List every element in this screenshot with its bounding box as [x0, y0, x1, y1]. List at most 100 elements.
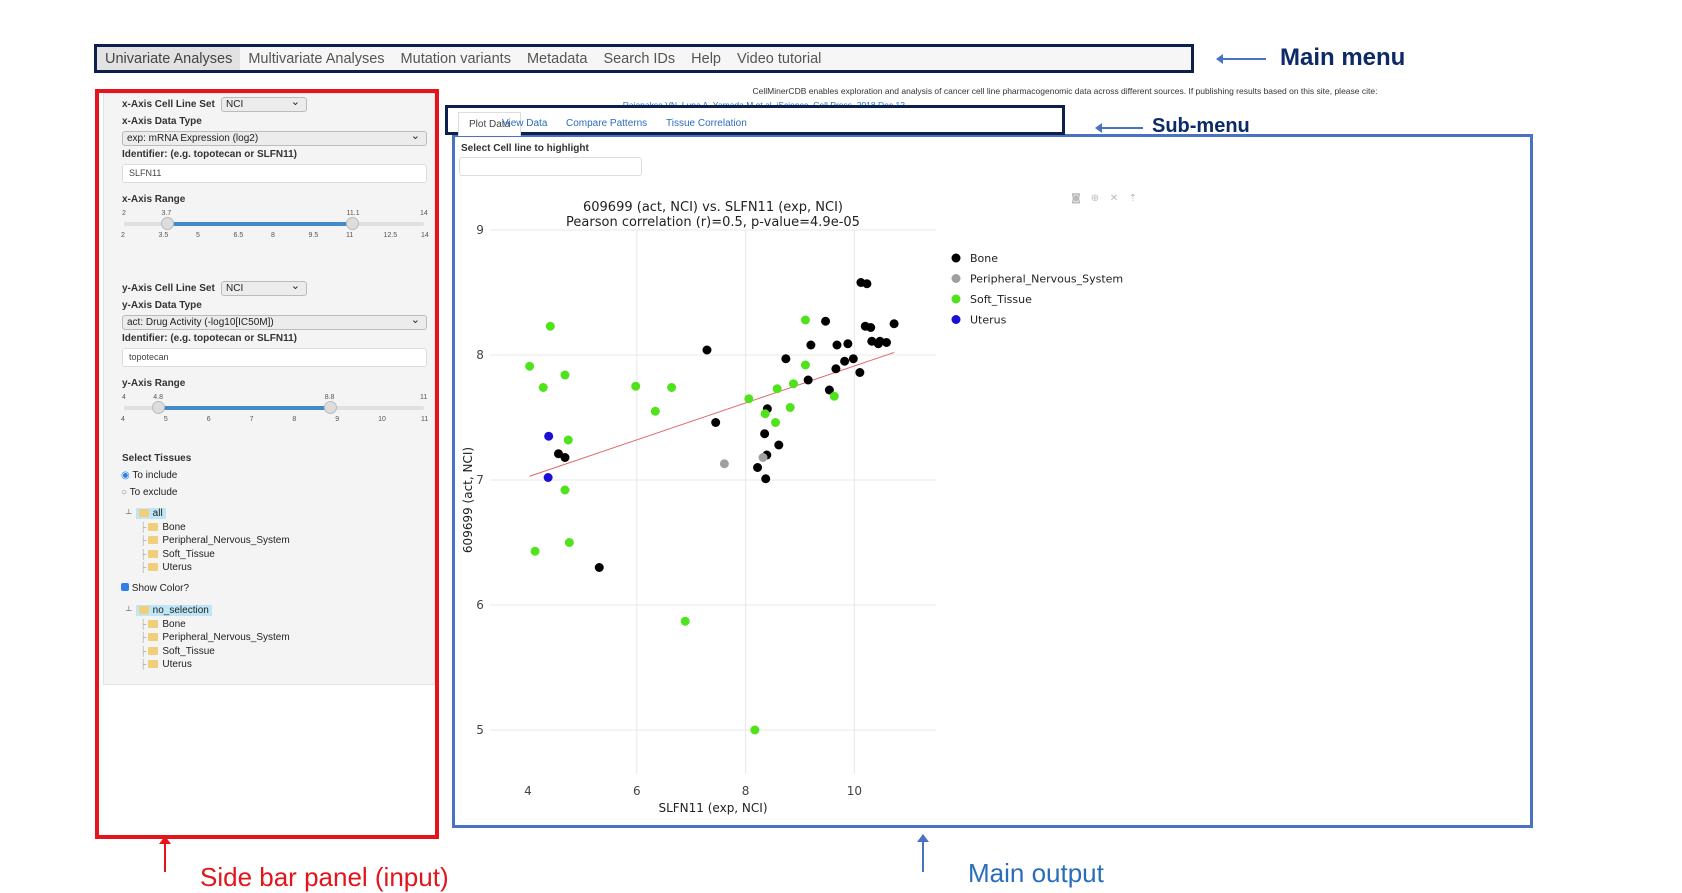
slider-low-handle[interactable]: [152, 401, 166, 414]
tab-compare-patterns[interactable]: Compare Patterns: [566, 118, 648, 129]
data-point-bone[interactable]: [781, 354, 791, 364]
menu-item-univariate-analyses[interactable]: Univariate Analyses: [97, 47, 241, 70]
pan-icon[interactable]: ⇡: [1129, 193, 1137, 204]
data-point-soft_tissue[interactable]: [631, 381, 641, 391]
legend-label[interactable]: Bone: [970, 252, 998, 265]
data-point-bone[interactable]: [889, 319, 899, 329]
menu-item-metadata[interactable]: Metadata: [526, 50, 588, 67]
camera-icon[interactable]: ◙: [1071, 193, 1081, 204]
data-point-soft_tissue[interactable]: [530, 546, 540, 556]
y-data-type-select[interactable]: act: Drug Activity (-log10[IC50M]): [122, 313, 427, 330]
data-point-peripheral_nervous_system[interactable]: [719, 459, 729, 469]
show-color-checkbox[interactable]: Show Color?: [121, 583, 189, 594]
highlight-input[interactable]: [459, 157, 642, 176]
tree-node[interactable]: ├ Peripheral_Nervous_System: [126, 632, 290, 646]
data-point-bone[interactable]: [711, 418, 721, 427]
data-point-soft_tissue[interactable]: [538, 383, 548, 392]
data-point-soft_tissue[interactable]: [785, 403, 795, 412]
data-point-bone[interactable]: [862, 279, 872, 289]
data-point-bone[interactable]: [702, 345, 712, 355]
data-point-bone[interactable]: [806, 340, 816, 350]
data-point-soft_tissue[interactable]: [788, 379, 798, 389]
tree-root[interactable]: ┴ no_selection: [126, 605, 290, 619]
x-cell-line-select[interactable]: NCI: [221, 95, 307, 112]
y-identifier-input[interactable]: topotecan: [122, 348, 427, 367]
exclude-radio[interactable]: ○ To exclude: [121, 487, 177, 498]
data-point-bone[interactable]: [848, 354, 858, 364]
slider-high-handle[interactable]: [323, 401, 337, 414]
data-point-bone[interactable]: [824, 385, 834, 395]
data-point-bone[interactable]: [560, 453, 570, 462]
data-point-soft_tissue[interactable]: [680, 616, 690, 626]
menu-item-video-tutorial[interactable]: Video tutorial: [737, 50, 822, 67]
data-point-soft_tissue[interactable]: [564, 538, 574, 547]
data-point-soft_tissue[interactable]: [772, 384, 782, 394]
folder-icon: [148, 619, 159, 628]
data-point-soft_tissue[interactable]: [800, 360, 810, 370]
data-point-soft_tissue[interactable]: [829, 391, 839, 401]
data-point-uterus[interactable]: [544, 431, 554, 441]
tab-tissue-correlation[interactable]: Tissue Correlation: [666, 118, 747, 129]
x-data-type-select[interactable]: exp: mRNA Expression (log2): [122, 129, 427, 146]
zoom-icon[interactable]: ⊕: [1091, 193, 1099, 204]
data-point-soft_tissue[interactable]: [750, 725, 760, 735]
autoscale-icon[interactable]: ✕: [1110, 193, 1118, 204]
data-point-soft_tissue[interactable]: [545, 321, 555, 331]
menu-item-mutation-variants[interactable]: Mutation variants: [400, 50, 511, 67]
data-point-bone[interactable]: [843, 339, 853, 349]
data-point-soft_tissue[interactable]: [667, 383, 677, 392]
slider-high-handle[interactable]: [345, 217, 359, 230]
data-point-bone[interactable]: [881, 338, 891, 347]
legend-label[interactable]: Uterus: [970, 314, 1007, 327]
data-point-soft_tissue[interactable]: [760, 409, 770, 419]
tree-line-icon: ├: [140, 562, 147, 572]
legend-label[interactable]: Peripheral_Nervous_System: [970, 273, 1123, 286]
tab-view-data[interactable]: View Data: [502, 118, 548, 129]
data-point-bone[interactable]: [866, 323, 876, 332]
legend-label[interactable]: Soft_Tissue: [970, 293, 1032, 306]
data-point-bone[interactable]: [594, 563, 604, 572]
tree-node[interactable]: ├ Soft_Tissue: [126, 549, 290, 563]
data-point-soft_tissue[interactable]: [560, 485, 570, 495]
data-point-bone[interactable]: [831, 364, 841, 374]
tree-collapse-icon[interactable]: ┴: [126, 509, 132, 518]
tree-node[interactable]: ├ Soft_Tissue: [126, 646, 290, 660]
data-point-bone[interactable]: [855, 368, 865, 377]
tree-node[interactable]: ├ Bone: [126, 619, 290, 633]
data-point-bone[interactable]: [832, 340, 842, 350]
include-radio[interactable]: ◉ To include: [121, 470, 177, 481]
data-point-bone[interactable]: [821, 316, 831, 326]
tree-root[interactable]: ┴ all: [126, 508, 290, 522]
data-point-soft_tissue[interactable]: [650, 406, 660, 416]
data-point-bone[interactable]: [553, 449, 563, 459]
menu-item-help[interactable]: Help: [691, 50, 721, 67]
data-point-bone[interactable]: [803, 375, 813, 385]
data-point-bone[interactable]: [840, 356, 850, 366]
tree-node[interactable]: ├ Uterus: [126, 659, 290, 673]
data-point-bone[interactable]: [761, 474, 771, 484]
data-point-soft_tissue[interactable]: [525, 361, 535, 371]
tree-node[interactable]: ├ Bone: [126, 522, 290, 536]
data-point-soft_tissue[interactable]: [771, 418, 781, 427]
tab-plot-data[interactable]: Plot Data: [458, 112, 522, 136]
menu-item-search-ids[interactable]: Search IDs: [603, 50, 676, 67]
slider-low-handle[interactable]: [160, 217, 174, 230]
tree-node[interactable]: ├ Peripheral_Nervous_System: [126, 535, 290, 549]
data-point-bone[interactable]: [774, 440, 784, 450]
data-point-soft_tissue[interactable]: [800, 315, 810, 325]
data-point-uterus[interactable]: [543, 473, 553, 482]
slider-fill: [158, 406, 330, 410]
data-point-soft_tissue[interactable]: [563, 435, 573, 445]
tree-collapse-icon[interactable]: ┴: [126, 606, 132, 615]
data-point-bone[interactable]: [760, 429, 770, 439]
x-identifier-input[interactable]: SLFN11: [122, 164, 427, 183]
menu-item-multivariate-analyses[interactable]: Multivariate Analyses: [248, 50, 385, 67]
tree-node[interactable]: ├ Uterus: [126, 562, 290, 576]
data-point-soft_tissue[interactable]: [744, 394, 754, 404]
x-tick-label: 4: [524, 784, 532, 798]
data-point-peripheral_nervous_system[interactable]: [758, 453, 768, 462]
sidebar-annotation: Side bar panel (input): [200, 862, 449, 892]
y-cell-line-select[interactable]: NCI: [221, 279, 307, 296]
data-point-soft_tissue[interactable]: [560, 370, 570, 380]
data-point-bone[interactable]: [753, 463, 763, 472]
